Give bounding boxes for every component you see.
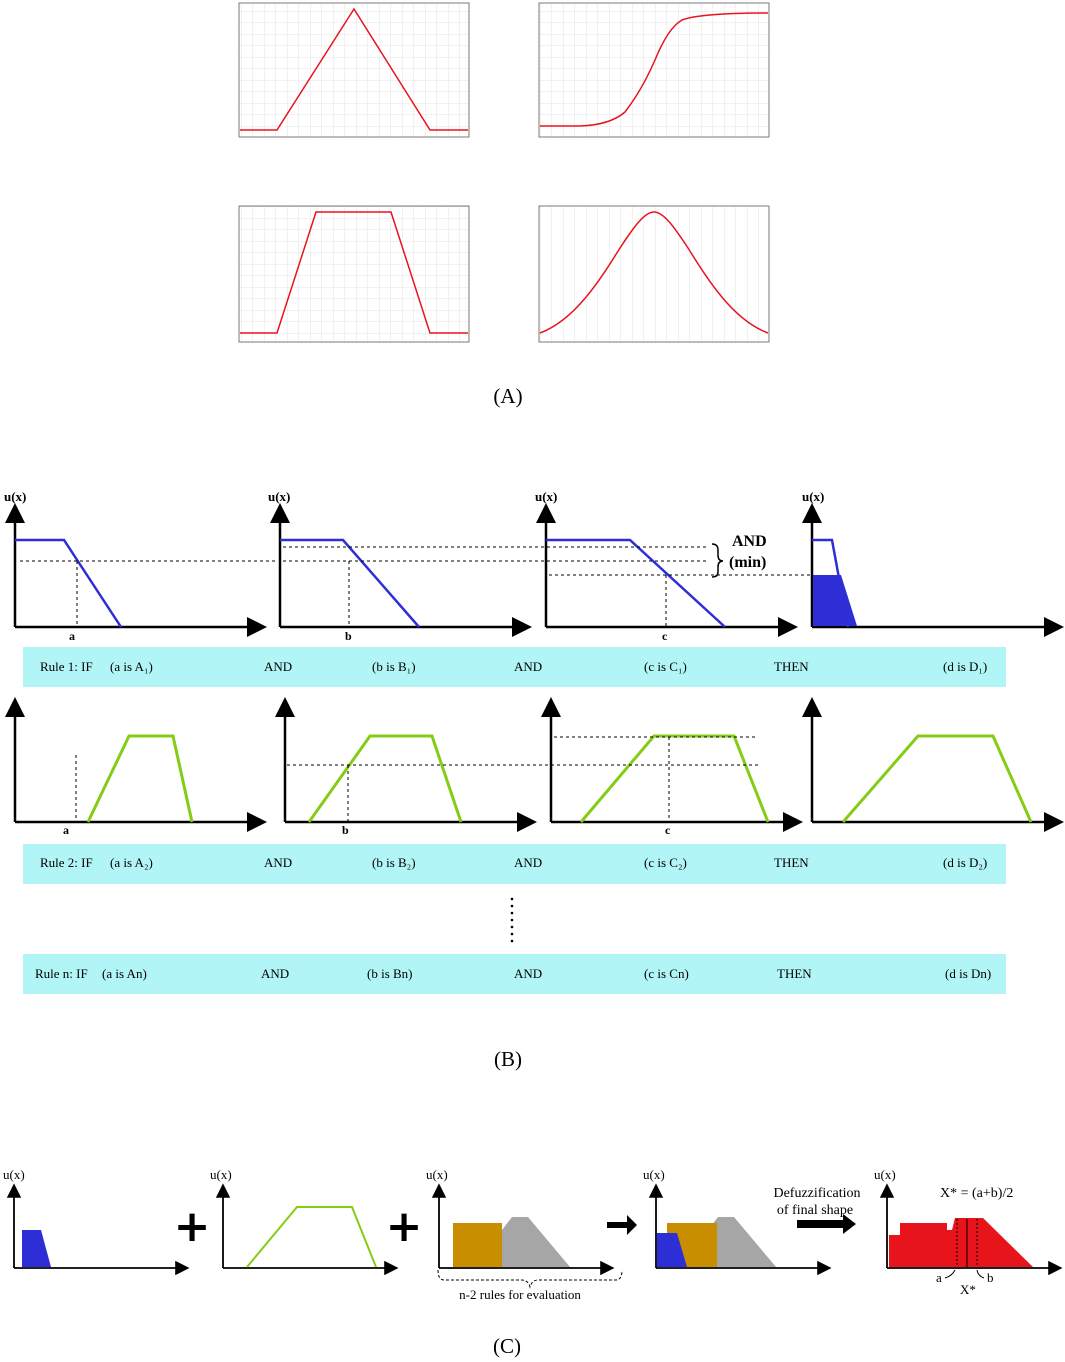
- and-min-label: (min): [729, 554, 766, 571]
- rule-antecedent-c: (c is C₁): [644, 659, 687, 674]
- defuzzification-label: Defuzzification: [773, 1186, 860, 1201]
- rule-and: AND: [261, 966, 289, 981]
- membership-function-panels: [238, 2, 770, 343]
- y-axis-label: u(x): [268, 489, 290, 504]
- triangular-curve: [240, 7, 468, 131]
- evaluation-brace: [437, 1269, 623, 1289]
- row1-axes: [4, 503, 1064, 637]
- rule-consequent-d: (d is Dn): [945, 966, 991, 981]
- rule-antecedent-c: (c is Cn): [644, 966, 689, 981]
- rule-prefix: Rule 2: IF: [40, 855, 93, 870]
- plus-sign: +: [386, 1201, 423, 1252]
- rule-then: THEN: [774, 659, 809, 674]
- rule-then: THEN: [774, 855, 809, 870]
- trapezoidal-curve: [240, 211, 468, 334]
- defuzz-xstar: X*: [960, 1282, 976, 1297]
- gaussian-curve: [539, 211, 769, 334]
- y-axis-label: u(x): [3, 1167, 25, 1182]
- mf-b1: [280, 538, 420, 628]
- mf-c2: [579, 734, 770, 823]
- rule-output-orange: [453, 1223, 502, 1267]
- axis-mark-a: a: [63, 823, 69, 837]
- rule-antecedent-a: (a is An): [102, 966, 147, 981]
- axis-mark-c: c: [665, 823, 671, 837]
- rule-and: AND: [514, 966, 542, 981]
- rule-2-bar: Rule 2: IF (a is A₂) AND (b is B₂) AND (…: [23, 844, 1006, 884]
- rule-evaluation-diagram: u(x) u(x) u(x) u(x): [4, 489, 1064, 994]
- axis-mark-c: c: [662, 629, 668, 643]
- rule-antecedent-a: (a is A₁): [110, 659, 153, 674]
- rule-and: AND: [264, 855, 292, 870]
- y-axis-label: u(x): [4, 489, 26, 504]
- rule-antecedent-a: (a is A₂): [110, 855, 153, 870]
- rule-output-gray: [502, 1217, 570, 1267]
- rule-prefix: Rule 1: IF: [40, 659, 93, 674]
- row2-axes: [4, 697, 1064, 832]
- sigmoid-mf-panel: [538, 2, 770, 138]
- y-axis-label: u(x): [874, 1167, 896, 1182]
- y-axis-label: u(x): [535, 489, 557, 504]
- gaussian-mf-panel: [538, 205, 770, 343]
- rule-antecedent-c: (c is C₂): [644, 855, 687, 870]
- y-axis-label: u(x): [210, 1167, 232, 1182]
- brace: [711, 543, 724, 578]
- ellipsis: [510, 897, 514, 943]
- rule-antecedent-b: (b is B₂): [372, 855, 416, 870]
- y-axis-label: u(x): [426, 1167, 448, 1182]
- rule-antecedent-b: (b is Bn): [367, 966, 413, 981]
- mf-c1: [546, 538, 726, 628]
- rule-n-bar: Rule n: IF (a is An) AND (b is Bn) AND (…: [23, 954, 1006, 994]
- panel-label-a: (A): [493, 384, 522, 408]
- centroid-formula: X* = (a+b)/2: [940, 1186, 1013, 1201]
- clipped-output-d1: [813, 575, 857, 626]
- mf-b2: [307, 734, 463, 823]
- axis-mark-b: b: [345, 629, 352, 643]
- rule1-output-shape: [22, 1230, 51, 1267]
- mf-a1: [15, 538, 123, 628]
- mf-a2: [86, 734, 194, 823]
- row2-projections: [75, 736, 760, 822]
- y-axis-label: u(x): [643, 1167, 665, 1182]
- and-min-label: AND: [732, 533, 767, 550]
- arrow-icon: [607, 1215, 637, 1235]
- panel-label-b: (B): [494, 1047, 522, 1071]
- rule-and: AND: [514, 855, 542, 870]
- rule-1-bar: Rule 1: IF (a is A₁) AND (b is B₁) AND (…: [23, 647, 1006, 687]
- rule-and: AND: [514, 659, 542, 674]
- sigmoid-curve: [540, 12, 769, 127]
- plus-sign: +: [174, 1201, 211, 1252]
- rule-consequent-d: (d is D₁): [943, 659, 987, 674]
- rule2-output-shape: [246, 1206, 377, 1268]
- rule-then: THEN: [777, 966, 812, 981]
- defuzz-mark-b: b: [987, 1270, 994, 1285]
- rule-antecedent-b: (b is B₁): [372, 659, 416, 674]
- aggregation-diagram: u(x) u(x) u(x) u(x) u(x) + + n-2 rules f…: [3, 1167, 1063, 1302]
- defuzz-mark-a: a: [936, 1270, 942, 1285]
- y-axis-label: u(x): [802, 489, 824, 504]
- axis-mark-a: a: [69, 629, 75, 643]
- rule-and: AND: [264, 659, 292, 674]
- mf-d2: [841, 734, 1033, 823]
- panel-label-c: (C): [493, 1334, 521, 1358]
- axis-mark-b: b: [342, 823, 349, 837]
- final-output-shape: [889, 1218, 1033, 1267]
- row1-projections: [20, 546, 810, 627]
- aggregate-blue: [657, 1233, 687, 1267]
- trapezoidal-mf-panel: [238, 205, 470, 343]
- rule-consequent-d: (d is D₂): [943, 855, 987, 870]
- arrow-icon: [797, 1214, 856, 1234]
- brace-label: n-2 rules for evaluation: [459, 1287, 581, 1302]
- part-c-axes: [6, 1183, 1063, 1276]
- aggregate-gray: [708, 1217, 776, 1267]
- triangular-mf-panel: [238, 2, 470, 138]
- defuzz-markers: [944, 1219, 985, 1279]
- defuzzification-label: of final shape: [777, 1203, 853, 1218]
- rule-prefix: Rule n: IF: [35, 966, 88, 981]
